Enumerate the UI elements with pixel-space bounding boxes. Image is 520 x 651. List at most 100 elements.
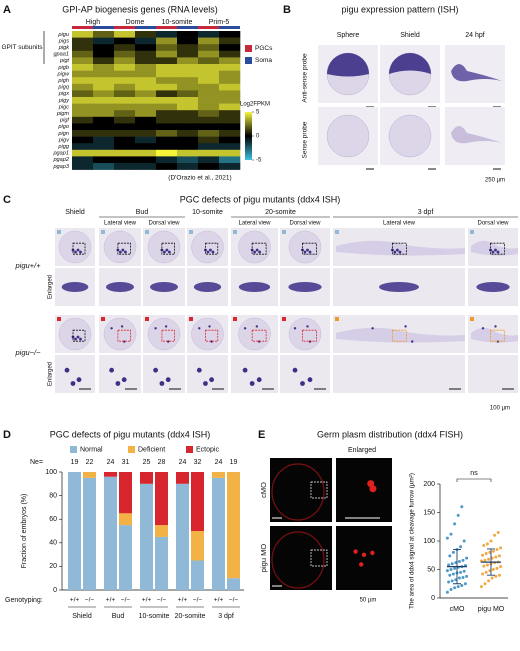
heatmap-cell bbox=[135, 44, 157, 52]
heatmap-cell bbox=[114, 143, 136, 151]
heatmap-cell bbox=[177, 116, 199, 124]
point bbox=[456, 585, 460, 589]
error-bar bbox=[453, 549, 461, 585]
scale-bar-label: 50 µm bbox=[360, 598, 377, 604]
heatmap-cell bbox=[219, 156, 241, 164]
heatmap-cell bbox=[93, 123, 115, 131]
row-label: pigu+/+ bbox=[14, 261, 41, 270]
y-tick-label: 0 bbox=[53, 587, 57, 594]
point bbox=[460, 505, 464, 509]
heatmap-cell bbox=[219, 70, 241, 78]
column-header: 24 hpf bbox=[465, 32, 485, 39]
heatmap-cell bbox=[219, 90, 241, 98]
view-label: Dorsal view bbox=[148, 221, 180, 227]
point bbox=[449, 587, 453, 591]
signal bbox=[361, 552, 367, 557]
spot bbox=[165, 248, 169, 252]
point bbox=[497, 554, 501, 558]
point bbox=[485, 542, 489, 546]
bar-segment bbox=[104, 476, 117, 590]
y-tick-label: 80 bbox=[49, 492, 57, 499]
stage-header: 20-somite bbox=[265, 209, 296, 216]
stage-header: Shield bbox=[65, 209, 85, 216]
genotype-marker bbox=[189, 317, 193, 321]
heatmap-cell bbox=[72, 149, 94, 157]
row-label: pigg bbox=[57, 144, 69, 150]
embryo-outline bbox=[271, 463, 325, 521]
heatmap-cell bbox=[219, 130, 241, 137]
column-header: 10-somite bbox=[162, 19, 193, 26]
heatmap-cell bbox=[93, 116, 115, 124]
heatmap-cell bbox=[114, 64, 136, 71]
heatmap-cell bbox=[135, 149, 157, 157]
row-label: pigf bbox=[59, 118, 70, 124]
spot bbox=[258, 250, 262, 254]
spot bbox=[74, 337, 77, 341]
significance-label: ns bbox=[470, 470, 478, 477]
embryo bbox=[451, 126, 502, 144]
point bbox=[451, 550, 455, 554]
bar-segment bbox=[104, 472, 117, 477]
region-box bbox=[490, 242, 505, 255]
point bbox=[487, 579, 491, 583]
image bbox=[270, 458, 332, 522]
legend-label: Deficient bbox=[138, 446, 165, 453]
heatmap-cell bbox=[93, 90, 115, 98]
point bbox=[457, 576, 461, 580]
heatmap-cell bbox=[156, 163, 178, 170]
spot bbox=[163, 250, 166, 254]
image bbox=[468, 355, 518, 393]
x-category-label: Shield bbox=[72, 613, 92, 620]
point bbox=[447, 563, 451, 567]
heatmap-cell bbox=[135, 123, 157, 131]
point bbox=[494, 574, 498, 578]
panel-title: PGC defects of pigu mutants (ddx4 ISH) bbox=[180, 194, 341, 204]
spot bbox=[198, 327, 201, 330]
heatmap-cell bbox=[114, 97, 136, 104]
region-box bbox=[251, 329, 267, 342]
heatmap-cell bbox=[135, 110, 157, 118]
column-header: Shield bbox=[400, 32, 420, 39]
heatmap-cell bbox=[177, 31, 199, 38]
heatmap-cell bbox=[93, 130, 115, 137]
enlarged-spot bbox=[249, 381, 255, 386]
row-label: pigu MO bbox=[259, 544, 268, 573]
image bbox=[231, 355, 278, 393]
bar-segment bbox=[83, 477, 96, 590]
bar-segment bbox=[227, 578, 240, 590]
enlarged-stain bbox=[238, 282, 271, 292]
ne-label: Ne= bbox=[30, 459, 43, 466]
heatmap-cell bbox=[156, 103, 178, 111]
point bbox=[448, 554, 452, 558]
heatmap-cell bbox=[93, 31, 115, 38]
heatmap-cell bbox=[177, 44, 199, 52]
heatmap-cell bbox=[198, 110, 220, 118]
enlarged-spot bbox=[242, 367, 248, 373]
genotype-marker bbox=[233, 317, 237, 321]
embryo bbox=[238, 317, 271, 351]
point bbox=[495, 548, 499, 552]
heatmap-cell bbox=[135, 77, 157, 85]
point bbox=[479, 585, 483, 589]
spot bbox=[164, 325, 168, 328]
point bbox=[495, 566, 499, 570]
point bbox=[445, 590, 449, 594]
genotype-marker bbox=[145, 317, 149, 321]
heatmap-cell bbox=[135, 163, 157, 170]
heatmap-cell bbox=[93, 110, 115, 118]
spot bbox=[168, 250, 171, 254]
heatmap-cell bbox=[219, 103, 241, 111]
enlarged-stain bbox=[150, 282, 178, 292]
embryo bbox=[103, 230, 137, 264]
point bbox=[453, 522, 457, 526]
point bbox=[482, 544, 486, 548]
heatmap-cell bbox=[114, 116, 136, 124]
region-box bbox=[310, 549, 328, 567]
x-category-label: pigu MO bbox=[478, 606, 505, 613]
legend-label: Ectopic bbox=[196, 446, 219, 453]
heatmap-cell bbox=[93, 77, 115, 85]
heatmap-cell bbox=[156, 44, 178, 52]
region-box bbox=[490, 329, 505, 342]
panel-letter: C bbox=[3, 194, 11, 206]
point bbox=[453, 586, 457, 590]
